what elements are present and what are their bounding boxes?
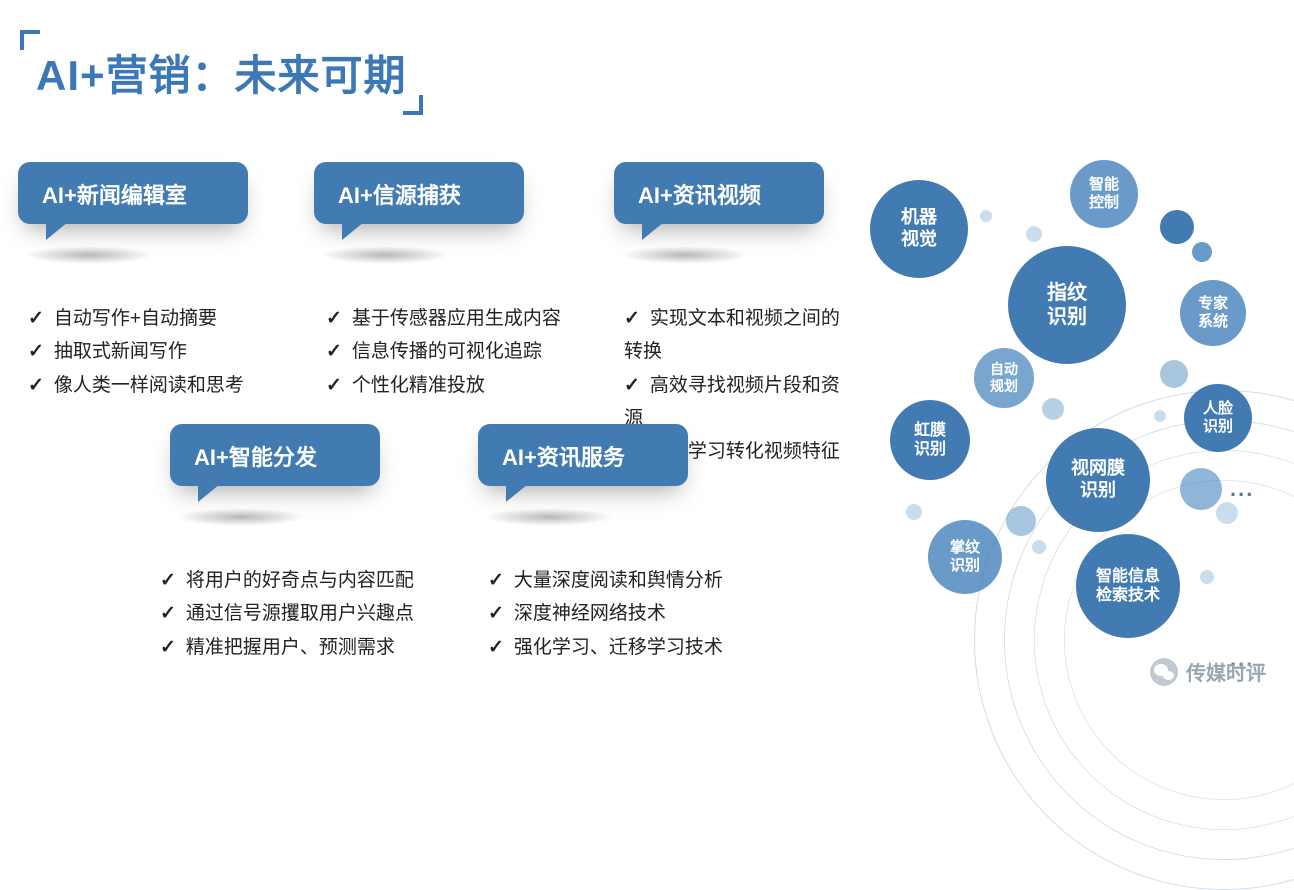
decorative-dot (1026, 226, 1042, 242)
decorative-dot (1216, 502, 1238, 524)
concept-bubble-1: 智能 控制 (1070, 160, 1138, 228)
concept-bubble-2: 指纹 识别 (1008, 246, 1126, 364)
bracket-top-left (20, 30, 40, 50)
card-bullets-3: 将用户的好奇点与内容匹配通过信号源攫取用户兴趣点精准把握用户、预测需求 (160, 564, 414, 664)
concept-bubble-4: 自动 规划 (974, 348, 1034, 408)
bullet-item: 自动写作+自动摘要 (28, 302, 244, 335)
bullet-item: 精准把握用户、预测需求 (160, 631, 414, 664)
wechat-watermark: 传媒时评 (1150, 657, 1266, 686)
concept-bubble-6: 人脸 识别 (1184, 384, 1252, 452)
decorative-dot (1042, 398, 1064, 420)
decorative-dot (1006, 506, 1036, 536)
bracket-bottom-right (403, 95, 423, 115)
concept-bubble-0: 机器 视觉 (870, 180, 968, 278)
concept-bubble-3: 专家 系统 (1180, 280, 1246, 346)
decorative-dot (1154, 410, 1166, 422)
decorative-dot (1160, 210, 1194, 244)
concept-bubble-5: 虹膜 识别 (890, 400, 970, 480)
bullet-item: 强化学习、迁移学习技术 (488, 631, 723, 664)
speech-shadow (24, 246, 154, 264)
decorative-dot (1192, 242, 1212, 262)
card-speech-2: AI+资讯视频 (614, 162, 824, 224)
bullet-item: 实现文本和视频之间的转换 (624, 302, 858, 369)
bullet-item: 通过信号源攫取用户兴趣点 (160, 597, 414, 630)
concept-bubble-7: 视网膜 识别 (1046, 428, 1150, 532)
card-bullets-4: 大量深度阅读和舆情分析深度神经网络技术强化学习、迁移学习技术 (488, 564, 723, 664)
card-bullets-1: 基于传感器应用生成内容信息传播的可视化追踪个性化精准投放 (326, 302, 561, 402)
speech-shadow (484, 508, 614, 526)
speech-shadow (176, 508, 306, 526)
card-bullets-0: 自动写作+自动摘要抽取式新闻写作像人类一样阅读和思考 (28, 302, 244, 402)
watermark-text: 传媒时评 (1186, 657, 1266, 686)
bubble-cloud: 机器 视觉 智能 控制指纹 识别专家 系统自动 规划虹膜 识别 人脸 识别视网膜 识… (860, 150, 1280, 690)
bullet-item: 抽取式新闻写作 (28, 335, 244, 368)
concept-bubble-8: 掌纹 识别 (928, 520, 1002, 594)
bullet-item: 个性化精准投放 (326, 369, 561, 402)
bullet-item: 大量深度阅读和舆情分析 (488, 564, 723, 597)
bullet-item: 基于传感器应用生成内容 (326, 302, 561, 335)
bullet-item: 将用户的好奇点与内容匹配 (160, 564, 414, 597)
decorative-dot (1180, 468, 1222, 510)
card-speech-0: AI+新闻编辑室 (18, 162, 248, 224)
concept-bubble-9: 智能信息 检索技术 (1076, 534, 1180, 638)
decorative-dot (1200, 570, 1214, 584)
bullet-item: 像人类一样阅读和思考 (28, 369, 244, 402)
speech-shadow (320, 246, 450, 264)
card-speech-3: AI+智能分发 (170, 424, 380, 486)
page-title-wrap: AI+营销：未来可期 (28, 38, 415, 107)
page-title: AI+营销：未来可期 (28, 38, 415, 107)
decorative-dot (1032, 540, 1046, 554)
wechat-icon (1150, 658, 1178, 686)
card-speech-4: AI+资讯服务 (478, 424, 688, 486)
bullet-item: 深度神经网络技术 (488, 597, 723, 630)
bullet-item: 信息传播的可视化追踪 (326, 335, 561, 368)
decorative-dot (906, 504, 922, 520)
card-speech-1: AI+信源捕获 (314, 162, 524, 224)
decorative-dot (1160, 360, 1188, 388)
decorative-dot (980, 210, 992, 222)
ellipsis-icon: ... (1230, 476, 1254, 502)
speech-shadow (620, 246, 750, 264)
